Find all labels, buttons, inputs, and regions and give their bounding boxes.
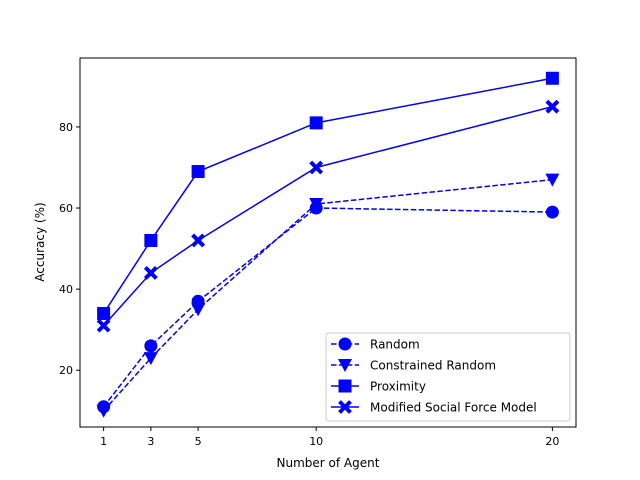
y-tick-label: 60 <box>59 202 73 215</box>
x-tick-label: 20 <box>545 435 559 448</box>
data-point <box>545 71 559 85</box>
data-point <box>96 404 111 418</box>
legend-label: Constrained Random <box>370 359 496 373</box>
y-tick-label: 40 <box>59 283 73 296</box>
x-axis-label: Number of Agent <box>277 456 380 470</box>
series-layer <box>96 71 560 418</box>
y-axis-label: Accuracy (%) <box>33 202 47 281</box>
data-point <box>144 233 158 247</box>
x-tick-label: 10 <box>309 435 323 448</box>
legend-label: Random <box>370 338 420 352</box>
legend: Random Constrained Random Proximity Modifie… <box>325 332 571 422</box>
legend-marker <box>338 359 352 372</box>
data-point <box>309 197 324 211</box>
data-point <box>144 339 158 353</box>
series-line <box>102 77 553 314</box>
data-point <box>309 160 324 175</box>
series-line <box>103 207 553 408</box>
legend-label: Proximity <box>370 380 426 394</box>
data-point <box>143 265 158 280</box>
data-point <box>191 233 206 248</box>
x-tick-label: 1 <box>100 435 107 448</box>
data-point <box>309 116 323 130</box>
series-proximity <box>97 71 559 320</box>
data-point <box>545 99 560 114</box>
data-point <box>143 352 158 366</box>
legend-item: Constrained Random <box>331 359 496 373</box>
legend-marker <box>338 379 352 393</box>
legend-item: Modified Social Force Model <box>331 400 537 415</box>
plot-frame <box>79 57 577 428</box>
legend-marker <box>338 400 352 414</box>
data-point <box>96 318 111 333</box>
series-line <box>103 105 553 327</box>
data-point <box>545 173 560 187</box>
series-modified-social-force-model <box>96 99 560 333</box>
legend-marker <box>338 337 352 351</box>
legend-frame <box>325 332 571 422</box>
data-point <box>191 165 205 179</box>
legend-label: Modified Social Force Model <box>370 401 537 415</box>
y-tick-label: 80 <box>59 121 73 134</box>
data-point <box>97 306 111 320</box>
data-point <box>545 205 559 219</box>
y-axis: 20 40 60 80 <box>59 121 80 377</box>
x-tick-label: 3 <box>147 435 154 448</box>
legend-item: Proximity <box>331 379 426 394</box>
series-constrained-random <box>96 173 560 418</box>
x-tick-label: 5 <box>195 435 202 448</box>
legend-item: Random <box>331 337 420 352</box>
x-axis: 1 3 5 10 20 <box>100 427 559 448</box>
y-tick-label: 20 <box>59 364 73 377</box>
data-point <box>191 303 206 317</box>
